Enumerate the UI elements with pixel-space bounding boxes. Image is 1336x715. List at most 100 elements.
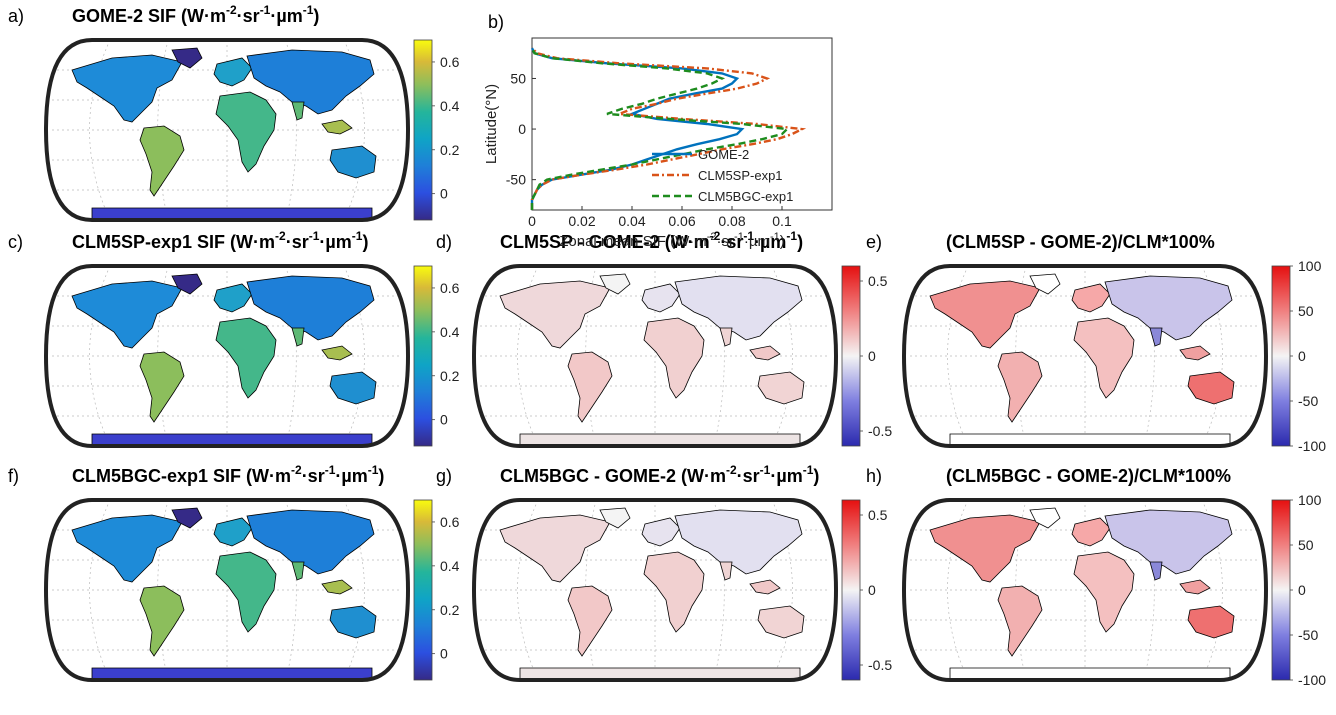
panel-title-h: (CLM5BGC - GOME-2)/CLM*100%	[946, 466, 1231, 486]
continent-sa-f	[139, 585, 185, 657]
ytick-1: 0	[518, 121, 526, 137]
colorbar-tick-f-3: 0	[440, 646, 448, 662]
map-panel-g: g) CLM5BGC - GOME-2 (W·m-2·sr-1·µm-1) 0.5 0…	[436, 463, 892, 682]
colorbar-tick-e-1: 50	[1298, 303, 1314, 319]
ytick-2: 50	[510, 70, 526, 86]
continent-au-g	[757, 605, 805, 639]
map-panel-a: a) GOME-2 SIF (W·m-2·sr-1·µm-1) 0.6 0.4 0.2 0	[8, 3, 460, 222]
continent-af-g	[643, 551, 705, 633]
colorbar-tick-a-0: 0.6	[440, 54, 460, 70]
panel-title-d: CLM5SP - GOME-2 (W·m-2·sr-1·µm-1)	[500, 229, 803, 252]
map-globe-f	[43, 498, 411, 682]
panel-letter-f: f)	[8, 466, 19, 486]
panel-letter-g: g)	[436, 466, 452, 486]
continent-af-c	[215, 317, 277, 399]
map-globe-d	[471, 264, 839, 448]
panel-letter-b: b)	[488, 12, 504, 32]
colorbar-tick-d-2: -0.5	[868, 423, 892, 439]
continent-au-e	[1187, 371, 1235, 405]
continent-as-f	[246, 509, 375, 575]
colorbar-tick-d-0: 0.5	[868, 273, 888, 289]
continent-au-f	[329, 605, 377, 639]
globe-frame-f	[43, 498, 411, 682]
colorbar-tick-f-1: 0.4	[440, 558, 460, 574]
continent-as-a	[246, 49, 375, 115]
continent-sea-c	[321, 345, 353, 361]
colorbar-c	[413, 265, 433, 447]
colorbar-tick-g-2: -0.5	[868, 657, 892, 673]
colorbar-f	[413, 499, 433, 681]
continent-as-e	[1104, 275, 1233, 341]
colorbar-tick-f-2: 0.2	[440, 602, 460, 618]
panel-letter-d: d)	[436, 232, 452, 252]
globe-frame-g	[471, 498, 839, 682]
colorbar-tick-h-2: 0	[1298, 582, 1306, 598]
continent-sea-f	[321, 579, 353, 595]
continent-india-h	[1149, 561, 1163, 581]
globe-frame-a	[43, 38, 411, 222]
colorbar-tick-c-0: 0.6	[440, 280, 460, 296]
continent-india-f	[291, 561, 305, 581]
colorbar-tick-a-1: 0.4	[440, 98, 460, 114]
continent-eu-f	[213, 517, 253, 547]
map-panels: a) GOME-2 SIF (W·m-2·sr-1·µm-1) 0.6 0.4 0.2 0…	[8, 3, 1326, 688]
line-axes-box	[531, 37, 833, 211]
continent-sa-d	[567, 351, 613, 423]
panel-letter-a: a)	[8, 6, 24, 26]
continent-au-a	[329, 145, 377, 179]
continent-greenland-d	[599, 273, 631, 295]
colorbar-tick-a-2: 0.2	[440, 142, 460, 158]
xtick-2: 0.04	[618, 213, 645, 229]
map-globe-c	[43, 264, 411, 448]
continent-as-d	[674, 275, 803, 341]
map-panel-e: e) (CLM5SP - GOME-2)/CLM*100% 100 50 0 -50 -10…	[866, 232, 1326, 454]
globe-frame-c	[43, 264, 411, 448]
colorbar-tick-c-3: 0	[440, 412, 448, 428]
colorbar-h	[1271, 499, 1291, 681]
colorbar-tick-e-0: 100	[1298, 258, 1322, 274]
continent-na-d	[499, 280, 611, 349]
colorbar-a	[413, 39, 433, 221]
colorbar-tick-e-2: 0	[1298, 348, 1306, 364]
colorbar-tick-c-1: 0.4	[440, 324, 460, 340]
globe-frame-d	[471, 264, 839, 448]
colorbar-tick-h-4: -100	[1298, 672, 1326, 688]
continent-sea-g	[749, 579, 781, 595]
continent-sa-h	[997, 585, 1043, 657]
continent-af-a	[215, 91, 277, 173]
zonal-mean-panel: b) 0 0.02 0.04 0.06 0.08 0.1 -50 0 50 Latitude(°N)…	[483, 12, 833, 250]
continent-sa-a	[139, 125, 185, 197]
continent-india-c	[291, 327, 305, 347]
panel-letter-c: c)	[8, 232, 23, 252]
colorbar-tick-g-0: 0.5	[868, 507, 888, 523]
legend-label-0: GOME-2	[698, 147, 749, 162]
continent-sa-e	[997, 351, 1043, 423]
continent-greenland-f	[171, 507, 203, 529]
colorbar-tick-e-4: -100	[1298, 438, 1326, 454]
colorbar-d	[841, 265, 861, 447]
colorbar-tick-e-3: -50	[1298, 393, 1318, 409]
continent-sea-d	[749, 345, 781, 361]
continent-greenland-h	[1029, 507, 1061, 529]
panel-title-g: CLM5BGC - GOME-2 (W·m-2·sr-1·µm-1)	[500, 463, 819, 486]
continent-na-c	[71, 280, 183, 349]
xtick-5: 0.1	[772, 213, 792, 229]
continent-af-f	[215, 551, 277, 633]
xtick-0: 0	[528, 213, 536, 229]
continent-na-e	[929, 280, 1041, 349]
globe-frame-e	[901, 264, 1269, 448]
panel-title-c: CLM5SP-exp1 SIF (W·m-2·sr-1·µm-1)	[72, 229, 368, 252]
continent-as-g	[674, 509, 803, 575]
continent-eu-c	[213, 283, 253, 313]
continent-au-h	[1187, 605, 1235, 639]
continent-af-e	[1073, 317, 1135, 399]
colorbar-tick-c-2: 0.2	[440, 368, 460, 384]
panel-title-e: (CLM5SP - GOME-2)/CLM*100%	[946, 232, 1215, 252]
panel-title-a: GOME-2 SIF (W·m-2·sr-1·µm-1)	[72, 3, 319, 26]
continent-greenland-e	[1029, 273, 1061, 295]
xtick-1: 0.02	[568, 213, 595, 229]
colorbar-tick-h-3: -50	[1298, 627, 1318, 643]
xtick-3: 0.06	[668, 213, 695, 229]
continent-greenland-c	[171, 273, 203, 295]
